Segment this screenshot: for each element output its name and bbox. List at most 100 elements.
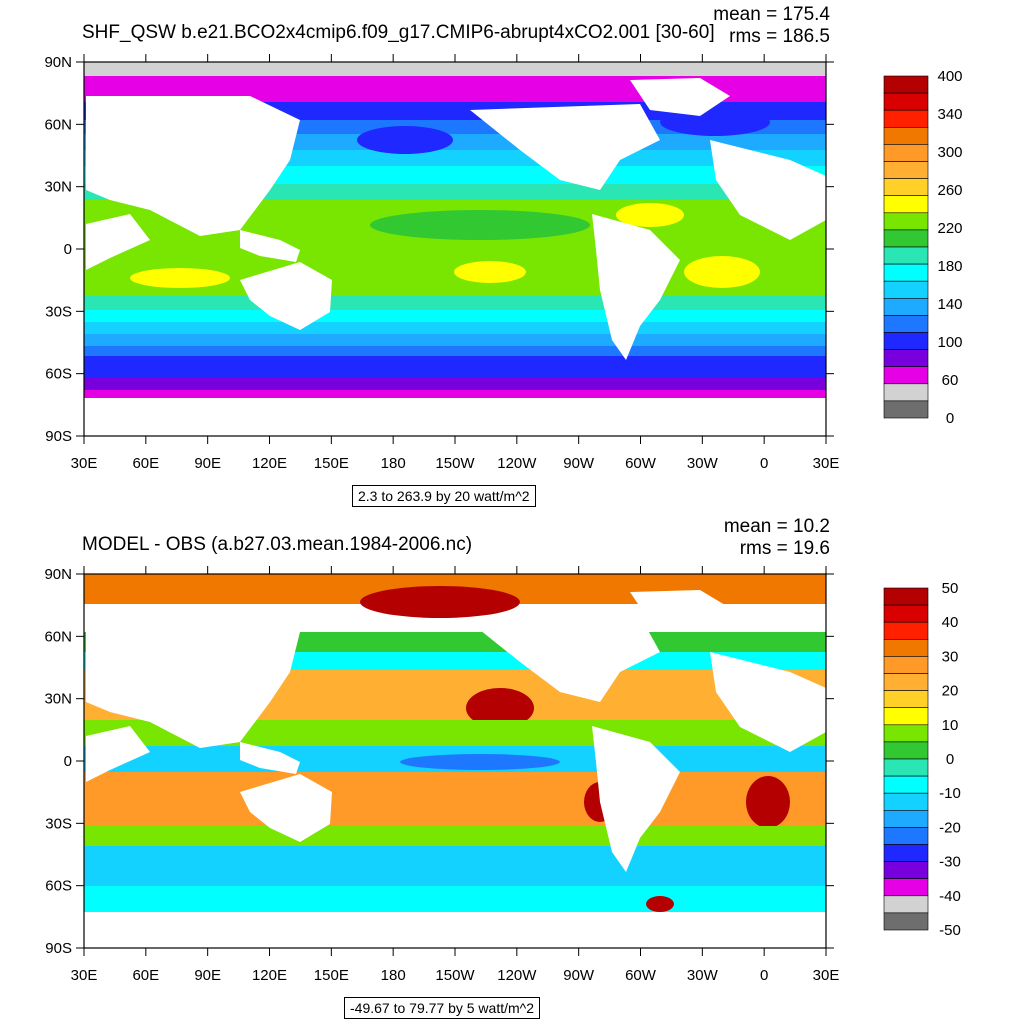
colorbar-label: -40 [939,888,961,905]
top-range-label: 2.3 to 263.9 by 20 watt/m^2 [352,485,536,507]
sp-yellow-patch [454,261,526,283]
north-america [470,616,660,702]
top-mean-text: mean = 175.4 [713,4,830,25]
bottom-map-panel: 90N 60N 30N 0 30S 60S 90S 30E 60E 90E 120E 150E 180 1… [0,512,1024,1024]
lon-label: 60W [625,455,657,472]
colorbar-label: 180 [937,258,962,275]
colorbar-swatch [883,263,929,282]
lon-label: 180 [381,967,406,984]
top-map-axes: 90N 60N 30N 0 30S 60S 90S 30E 60E 90E 120E 150E 180 1… [44,54,839,472]
na-yellow-patch [616,203,684,227]
australia [240,262,332,330]
lon-label: 60E [132,967,159,984]
colorbar-label: 400 [937,68,962,85]
south-band-5 [84,346,826,356]
top-rms-text: rms = 186.5 [729,26,830,47]
africa-europe [710,652,826,752]
lat-label: 60N [44,116,72,133]
lon-label: 60W [625,967,657,984]
eurasia [86,96,300,236]
np-red-patch [466,688,534,728]
colorbar-label: 20 [942,683,959,700]
colorbar-swatch [883,332,929,350]
colorbar-swatch [883,724,929,743]
lat-label: 90S [45,940,72,957]
colorbar-swatch [883,673,929,691]
colorbar-swatch [883,656,929,674]
south-band-3 [84,322,826,334]
colorbar-swatch [883,690,929,709]
colorbar-label: -30 [939,854,961,871]
colorbar-swatch [883,639,929,657]
weddell-red [646,896,674,912]
bottom-rms-text: rms = 19.6 [739,538,830,559]
lon-label: 30E [71,455,98,472]
south-orange-band [84,772,826,826]
colorbar-label: 60 [942,372,959,389]
south-america [592,726,680,872]
top-colorbar: 400 340 300 260 220 180 140 100 60 0 [883,68,963,427]
colorbar-swatch [883,878,929,897]
colorbar-swatch [883,75,929,94]
colorbar-label: 140 [937,296,962,313]
lat-label: 30S [45,303,72,320]
colorbar-swatch [883,809,929,828]
south-band-7 [84,378,826,390]
southern-ocean-light [84,886,826,912]
antarctica [84,912,826,948]
colorbar-swatch [883,144,929,162]
colorbar-swatch [883,212,929,231]
bottom-map-axes: 90N 60N 30N 0 30S 60S 90S 30E 60E 90E 120E 150E 180 1… [44,566,839,984]
south-band-6 [84,356,826,378]
colorbar-swatch [883,280,929,299]
na-blue-patch [660,108,770,136]
lat-label: 60S [45,366,72,383]
top-map-panel: 90N 60N 30N 0 30S 60S 90S 30E 60E 90E 120E 150E 180 1… [44,4,963,507]
arctic-red-patch [360,586,520,618]
colorbar-label: 50 [942,580,959,597]
south-band-1 [84,296,826,310]
colorbar-swatch [883,895,929,914]
greenland [630,78,730,116]
lat-label: 60S [45,878,72,895]
sa-yellow-patch [684,256,760,288]
south-band-2 [84,310,826,322]
colorbar-swatch [883,297,929,316]
lat-label: 90N [44,54,72,71]
lon-label: 120W [497,455,537,472]
lon-label: 90W [563,967,595,984]
bottom-range-label: -49.67 to 79.77 by 5 watt/m^2 [344,997,541,1019]
top-panel-title: SHF_QSW b.e21.BCO2x4cmip6.f09_g17.CMIP6-… [82,22,715,43]
southern-ocean-cyan [84,846,826,886]
colorbar-swatch [883,195,929,214]
lon-label: 90W [563,455,595,472]
maritime-continent [240,230,300,262]
colorbar-swatch [883,383,929,402]
equator-deep-blue [400,754,560,770]
colorbar-swatch [883,127,929,145]
africa-west [86,214,150,270]
lat-label: 30N [44,691,72,708]
lon-label: 90E [194,455,221,472]
antarctica [84,398,826,436]
south-band-8 [84,390,826,398]
colorbar-swatch [883,315,929,333]
colorbar-label: -20 [939,819,961,836]
benguela-red [746,776,790,828]
colorbar-label: 300 [937,144,962,161]
colorbar-swatch [883,229,929,248]
eurasia [86,608,300,748]
lon-label: 120W [497,967,537,984]
bottom-map-field [84,574,826,948]
australia [240,774,332,842]
colorbar-swatch [883,349,929,368]
lon-label: 150E [314,455,349,472]
colorbar-swatch [883,775,929,794]
colorbar-swatch [883,912,929,931]
lat-label: 90N [44,566,72,583]
colorbar-swatch [883,621,929,640]
lon-label: 90E [194,967,221,984]
lon-label: 60E [132,455,159,472]
lon-label: 150E [314,967,349,984]
colorbar-swatch [883,604,929,623]
